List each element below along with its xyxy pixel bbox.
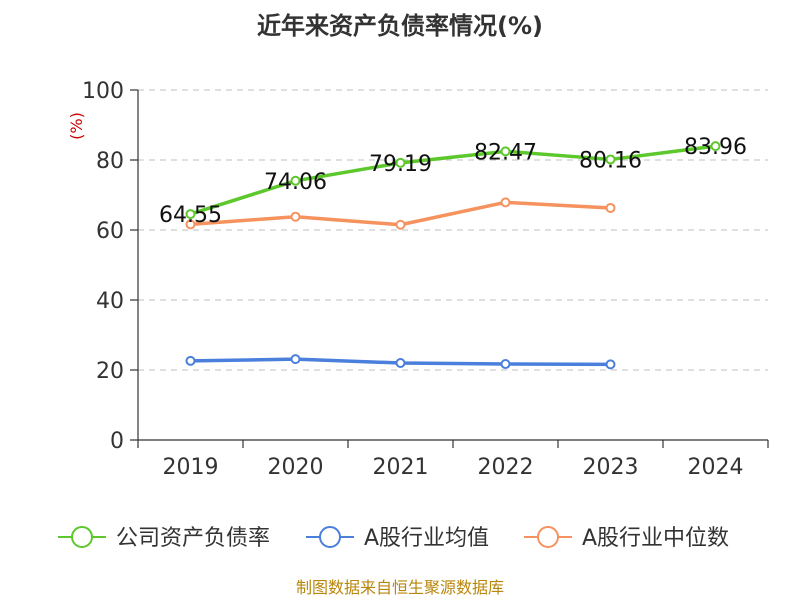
legend-label: A股行业中位数	[582, 526, 729, 551]
legend-item-0[interactable]: 公司资产负债率	[58, 526, 270, 551]
data-label: 83.96	[684, 135, 747, 160]
data-point[interactable]	[185, 209, 196, 220]
data-point[interactable]	[710, 141, 721, 152]
data-labels: 64.55 74.06 79.19 82.47 80.16 83.96	[159, 135, 747, 228]
x-tick-label: 2022	[478, 455, 534, 480]
y-tick-label: 20	[96, 359, 124, 384]
x-tick-label: 2020	[268, 455, 324, 480]
data-label: 79.19	[369, 152, 432, 177]
y-tick-label: 100	[82, 79, 124, 104]
legend-item-1[interactable]: A股行业均值	[306, 526, 489, 551]
series-layer	[185, 141, 721, 370]
y-axis-ticks: 0 20 40 60 80 100	[82, 79, 138, 454]
legend-label: 公司资产负债率	[116, 526, 270, 551]
data-point[interactable]	[290, 211, 301, 222]
data-point[interactable]	[500, 197, 511, 208]
data-point[interactable]	[290, 354, 301, 365]
data-label: 82.47	[474, 140, 537, 165]
source-note: 制图数据来自恒生聚源数据库	[296, 578, 504, 597]
data-point[interactable]	[500, 146, 511, 157]
data-point[interactable]	[395, 358, 406, 368]
data-point[interactable]	[395, 157, 406, 168]
y-tick-label: 60	[96, 219, 124, 244]
y-axis-label: (%)	[67, 112, 86, 140]
data-point[interactable]	[500, 359, 511, 370]
chart-title: 近年来资产负债率情况(%)	[257, 12, 543, 40]
data-point[interactable]	[605, 202, 616, 213]
y-tick-label: 0	[110, 429, 124, 454]
legend-label: A股行业均值	[364, 526, 489, 551]
data-point[interactable]	[185, 355, 196, 366]
legend[interactable]: 公司资产负债率 A股行业均值 A股行业中位数	[58, 526, 729, 551]
data-label: 74.06	[264, 170, 327, 195]
legend-marker	[537, 526, 559, 548]
x-tick-label: 2021	[373, 455, 429, 480]
x-tick-label: 2023	[583, 455, 639, 480]
legend-marker	[71, 526, 93, 548]
x-tick-label: 2019	[163, 455, 219, 480]
x-axis: 2019 2020 2021 2022 2023 2024	[137, 90, 769, 480]
data-label: 64.55	[159, 203, 222, 228]
y-tick-label: 80	[96, 149, 124, 174]
data-point[interactable]	[395, 219, 406, 230]
data-point[interactable]	[605, 359, 616, 370]
series-line-0	[188, 144, 718, 216]
data-label: 80.16	[579, 148, 642, 173]
x-tick-label: 2024	[688, 455, 744, 480]
data-point[interactable]	[290, 175, 301, 186]
data-point[interactable]	[185, 219, 196, 230]
legend-marker	[319, 526, 341, 548]
data-point[interactable]	[605, 154, 616, 165]
y-tick-label: 40	[96, 289, 124, 314]
grid-lines	[138, 89, 768, 371]
legend-item-2[interactable]: A股行业中位数	[524, 526, 729, 551]
